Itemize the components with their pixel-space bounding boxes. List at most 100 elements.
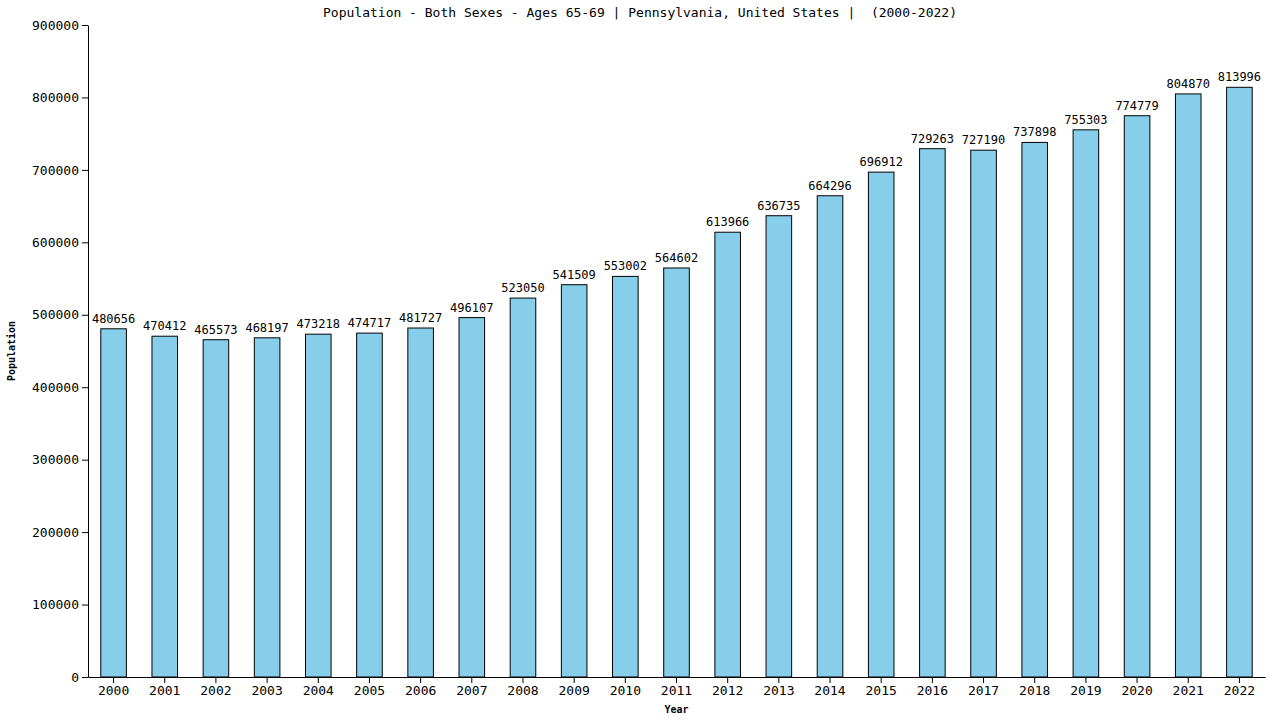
y-tick-label: 200000 bbox=[32, 525, 79, 540]
x-tick-mark bbox=[1188, 677, 1189, 683]
x-axis-title: Year bbox=[664, 704, 688, 715]
x-tick-label: 2007 bbox=[456, 683, 487, 698]
x-tick: 2013 bbox=[763, 677, 794, 698]
data-label: 737898 bbox=[1013, 125, 1056, 139]
bar bbox=[357, 333, 383, 677]
x-tick-mark bbox=[1085, 677, 1086, 683]
y-tick: 400000 bbox=[32, 380, 88, 395]
data-label: 541509 bbox=[552, 268, 595, 282]
x-tick: 2012 bbox=[712, 677, 743, 698]
x-tick: 2022 bbox=[1224, 677, 1255, 698]
data-label: 465573 bbox=[194, 323, 237, 337]
x-tick-label: 2022 bbox=[1224, 683, 1255, 698]
y-tick: 300000 bbox=[32, 452, 88, 467]
x-tick: 2009 bbox=[558, 677, 589, 698]
x-tick: 2006 bbox=[405, 677, 436, 698]
x-tick-mark bbox=[676, 677, 677, 683]
x-tick-label: 2009 bbox=[558, 683, 589, 698]
data-labels: 4806564704124655734681974732184747174817… bbox=[92, 70, 1261, 336]
data-label: 473218 bbox=[297, 317, 340, 331]
y-tick-label: 0 bbox=[71, 670, 79, 685]
y-axis-title: Population bbox=[6, 321, 17, 381]
y-tick-label: 100000 bbox=[32, 597, 79, 612]
x-tick-label: 2001 bbox=[149, 683, 180, 698]
bar bbox=[305, 334, 331, 677]
x-tick-mark bbox=[778, 677, 779, 683]
x-tick-label: 2000 bbox=[98, 683, 129, 698]
y-tick-label: 700000 bbox=[32, 163, 79, 178]
x-tick-mark bbox=[1239, 677, 1240, 683]
y-tick-mark bbox=[82, 387, 88, 388]
bar bbox=[664, 268, 690, 677]
data-label: 474717 bbox=[348, 316, 391, 330]
x-tick-label: 2008 bbox=[507, 683, 538, 698]
data-label: 755303 bbox=[1064, 113, 1107, 127]
x-tick: 2018 bbox=[1019, 677, 1050, 698]
y-tick-mark bbox=[82, 460, 88, 461]
x-tick-label: 2012 bbox=[712, 683, 743, 698]
bar bbox=[1022, 142, 1048, 677]
x-tick: 2021 bbox=[1173, 677, 1204, 698]
y-tick: 100000 bbox=[32, 597, 88, 612]
x-tick-mark bbox=[267, 677, 268, 683]
x-tick-mark bbox=[727, 677, 728, 683]
x-tick-label: 2013 bbox=[763, 683, 794, 698]
y-tick-mark bbox=[82, 170, 88, 171]
bar bbox=[408, 328, 434, 677]
x-tick: 2004 bbox=[303, 677, 334, 698]
x-tick: 2020 bbox=[1121, 677, 1152, 698]
y-tick: 900000 bbox=[32, 18, 88, 33]
x-tick: 2003 bbox=[251, 677, 282, 698]
bar bbox=[715, 232, 741, 677]
x-tick-mark bbox=[522, 677, 523, 683]
y-tick-mark bbox=[82, 97, 88, 98]
x-tick-label: 2020 bbox=[1121, 683, 1152, 698]
bar bbox=[510, 298, 536, 677]
plot: 0100000200000300000400000500000600000700… bbox=[32, 18, 1265, 699]
x-tick-mark bbox=[1137, 677, 1138, 683]
x-tick: 2008 bbox=[507, 677, 538, 698]
data-label: 813996 bbox=[1218, 70, 1261, 84]
bar bbox=[817, 196, 843, 677]
y-tick-mark bbox=[82, 605, 88, 606]
x-tick-label: 2015 bbox=[866, 683, 897, 698]
y-tick-mark bbox=[82, 25, 88, 26]
x-tick-mark bbox=[215, 677, 216, 683]
x-tick-label: 2018 bbox=[1019, 683, 1050, 698]
x-tick-label: 2010 bbox=[610, 683, 641, 698]
x-tick-mark bbox=[318, 677, 319, 683]
data-label: 804870 bbox=[1167, 77, 1210, 91]
data-label: 496107 bbox=[450, 301, 493, 315]
y-tick-label: 300000 bbox=[32, 452, 79, 467]
x-tick-label: 2011 bbox=[661, 683, 692, 698]
x-axis: 2000200120022003200420052006200720082009… bbox=[89, 677, 1266, 698]
data-label: 696912 bbox=[860, 155, 903, 169]
data-label: 480656 bbox=[92, 312, 135, 326]
data-label: 553002 bbox=[604, 259, 647, 273]
x-tick-mark bbox=[113, 677, 114, 683]
bar bbox=[971, 150, 997, 677]
x-tick: 2007 bbox=[456, 677, 487, 698]
data-label: 564602 bbox=[655, 251, 698, 265]
x-tick: 2011 bbox=[661, 677, 692, 698]
data-label: 481727 bbox=[399, 311, 442, 325]
bar bbox=[613, 276, 639, 677]
x-tick-label: 2005 bbox=[354, 683, 385, 698]
data-label: 636735 bbox=[757, 199, 800, 213]
y-tick: 500000 bbox=[32, 307, 88, 322]
bar bbox=[868, 172, 894, 677]
x-tick-label: 2017 bbox=[968, 683, 999, 698]
chart: 0100000200000300000400000500000600000700… bbox=[0, 0, 1280, 720]
x-tick: 2000 bbox=[98, 677, 129, 698]
x-tick-label: 2014 bbox=[814, 683, 845, 698]
bar bbox=[1175, 94, 1201, 677]
bars bbox=[101, 87, 1252, 677]
y-tick-label: 500000 bbox=[32, 307, 79, 322]
x-tick: 2001 bbox=[149, 677, 180, 698]
x-tick-label: 2004 bbox=[303, 683, 334, 698]
x-tick-mark bbox=[420, 677, 421, 683]
y-tick-label: 900000 bbox=[32, 18, 79, 33]
bar bbox=[1073, 130, 1099, 677]
y-tick: 200000 bbox=[32, 525, 88, 540]
y-axis: 0100000200000300000400000500000600000700… bbox=[32, 18, 88, 685]
